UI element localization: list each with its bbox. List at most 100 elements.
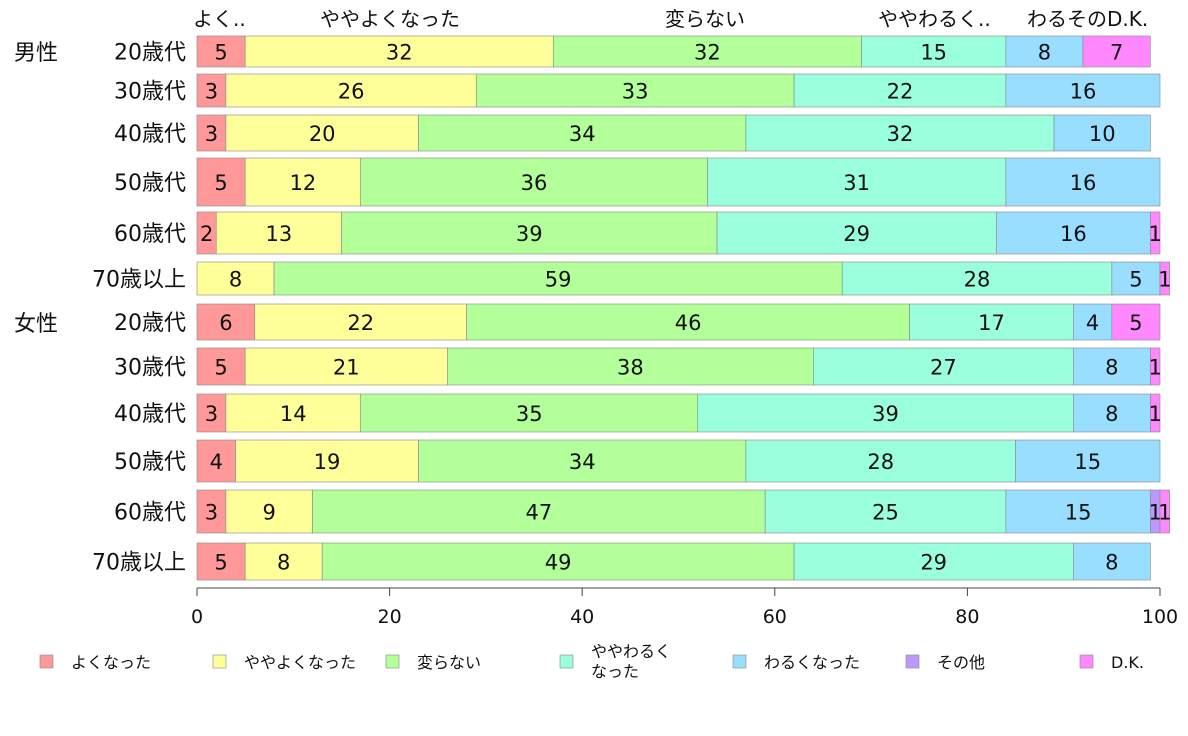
bar-segment	[244, 157, 362, 207]
bar-value-label: 4	[210, 450, 223, 474]
bar-row: 50歳代 4 19 34 28 15	[114, 439, 1161, 483]
bar-value-label: 5	[214, 41, 227, 65]
legend-label: ややわるく	[591, 642, 671, 661]
bar-value-label: 46	[675, 311, 702, 335]
bar-segment	[841, 261, 1113, 296]
bar-row: 30歳代 3 26 33 22 16	[114, 73, 1161, 108]
bar-value-label: 15	[920, 41, 947, 65]
bar-value-label: 1	[1158, 501, 1171, 525]
legend-item: わるくなった	[732, 653, 860, 672]
bar-value-label: 22	[887, 80, 914, 104]
bar-value-label: 13	[265, 222, 292, 246]
bar-value-label: 59	[545, 268, 572, 292]
bar-value-label: 19	[314, 450, 341, 474]
bar-segment	[1111, 261, 1161, 296]
bar-segment	[196, 114, 227, 152]
bar-row: 70歳以上 5 8 49 29 8	[92, 542, 1151, 581]
category-label: 30歳代	[114, 356, 186, 381]
bar-segment	[312, 489, 766, 534]
bar-row: 60歳代 3 9 47 25 15 11	[114, 489, 1172, 534]
bar-value-label: 3	[205, 402, 218, 426]
bar-segment	[861, 35, 1007, 68]
bar-value-label: 29	[843, 222, 870, 246]
legend-swatch	[212, 654, 227, 669]
legend-item: その他	[905, 653, 985, 672]
bar-value-label: 6	[219, 311, 232, 335]
bar-value-label: 8	[277, 551, 290, 575]
category-label: 70歳以上	[92, 551, 186, 576]
bar-segment	[196, 303, 256, 341]
x-tick-label: 60	[763, 606, 787, 628]
category-label: 60歳代	[114, 222, 186, 247]
bar-value-label: 35	[516, 402, 543, 426]
bar-segment	[225, 73, 477, 108]
bar-segment	[196, 439, 236, 483]
legend-item: D.K.	[1079, 653, 1144, 672]
legend-label: わるくなった	[764, 653, 860, 672]
bar-value-label: 14	[280, 402, 307, 426]
bar-segment	[1150, 211, 1161, 255]
top-labels: よく.. ややよくなった 変らない ややわるく.. わるそのD.K.	[193, 7, 1148, 31]
category-label: 60歳代	[114, 501, 186, 526]
group-label-female: 女性	[14, 312, 58, 337]
bar-value-label: 5	[214, 551, 227, 575]
bar-value-label: 22	[347, 311, 374, 335]
category-label: 50歳代	[114, 450, 186, 475]
bar-segment	[1073, 542, 1151, 581]
bar-value-label: 2	[200, 222, 213, 246]
bar-value-label: 17	[978, 311, 1005, 335]
bar-segment	[1111, 303, 1161, 341]
bar-value-label: 33	[622, 80, 649, 104]
category-label: 20歳代	[114, 311, 186, 336]
bar-value-label: 36	[521, 171, 548, 195]
bar-row: 30歳代 5 21 38 27 8 1	[114, 347, 1162, 386]
bar-value-label: 1	[1148, 356, 1161, 380]
bar-segment	[1015, 439, 1161, 483]
bar-segment	[196, 157, 246, 207]
bar-value-label: 29	[920, 551, 947, 575]
x-tick-label: 100	[1142, 606, 1178, 628]
bar-value-label: 34	[569, 122, 596, 146]
bar-segment	[360, 393, 699, 433]
bar-segment	[1053, 114, 1151, 152]
bar-segment	[1005, 35, 1084, 68]
bar-value-label: 7	[1110, 41, 1123, 65]
bar-value-label: 38	[617, 356, 644, 380]
bar-value-label: 21	[333, 356, 360, 380]
bar-segment	[418, 114, 747, 152]
legend-label: 変らない	[417, 653, 481, 672]
bar-segment	[215, 211, 342, 255]
bar-segment	[1005, 157, 1161, 207]
top-label: わるそのD.K.	[1027, 7, 1148, 31]
bar-segment	[321, 542, 795, 581]
bar-value-label: 5	[1129, 268, 1142, 292]
bar-segment	[475, 73, 795, 108]
bar-segment	[196, 489, 227, 534]
bar-value-label: 39	[872, 402, 899, 426]
bar-segment	[196, 542, 246, 581]
category-label: 20歳代	[114, 41, 186, 66]
bar-value-label: 10	[1089, 122, 1116, 146]
bar-segment	[1159, 489, 1170, 534]
bar-segment	[1005, 489, 1151, 534]
bar-segment	[813, 347, 1074, 386]
bar-value-label: 1	[1148, 402, 1161, 426]
category-label: 40歳代	[114, 402, 186, 427]
bar-value-label: 28	[867, 450, 894, 474]
bar-row: 70歳以上 8 59 28 5 1	[92, 261, 1172, 296]
legend-label: その他	[937, 653, 985, 672]
legend-label: よくなった	[71, 653, 151, 672]
bar-segment	[1150, 393, 1161, 433]
bar-segment	[793, 73, 1007, 108]
bar-value-label: 27	[930, 356, 957, 380]
category-label: 40歳代	[114, 122, 186, 147]
bar-value-label: 8	[1105, 402, 1118, 426]
bar-segment	[707, 157, 1007, 207]
bar-segment	[196, 261, 275, 296]
x-tick-label: 80	[955, 606, 979, 628]
bar-value-label: 32	[694, 41, 721, 65]
category-label: 70歳以上	[92, 268, 186, 293]
legend-swatch	[385, 654, 400, 669]
bar-value-label: 34	[569, 450, 596, 474]
